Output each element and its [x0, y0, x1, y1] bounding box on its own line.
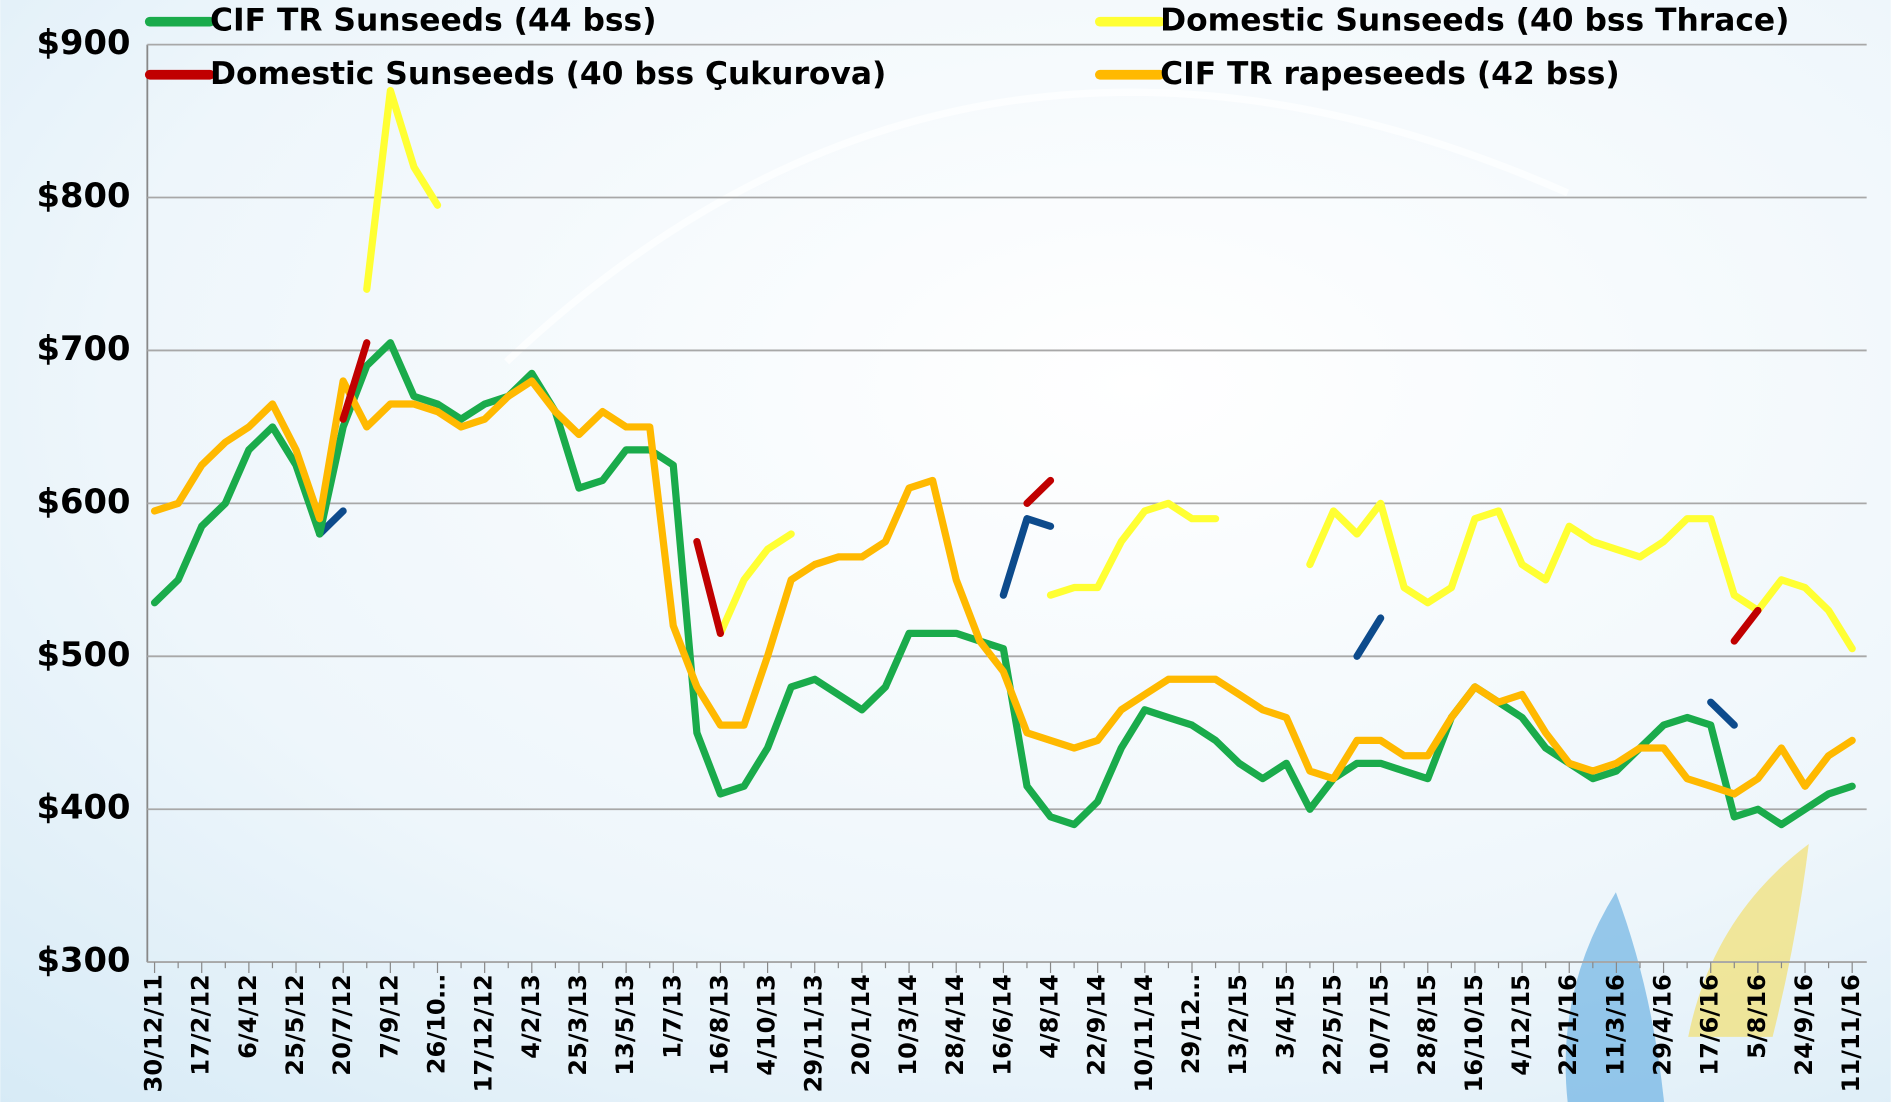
x-tick-label: 1/7/13: [658, 974, 686, 1059]
decoration: [1688, 843, 1809, 1037]
y-tick-label: $700: [37, 329, 131, 368]
x-tick-label: 4/2/13: [517, 974, 545, 1059]
x-tick-label: 28/4/14: [941, 974, 969, 1075]
x-tick-label: 22/1/16: [1554, 974, 1582, 1075]
x-tick-label: 11/11/16: [1837, 974, 1865, 1092]
x-tick-label: 13/2/15: [1224, 974, 1252, 1075]
x-tick-label: 13/5/13: [611, 974, 639, 1075]
x-tick-label: 29/11/13: [800, 974, 828, 1092]
x-tick-label: 10/11/14: [1130, 974, 1158, 1092]
series-line: [150, 377, 1856, 798]
y-tick-label: $900: [37, 23, 131, 62]
x-tick-label: 10/3/14: [894, 974, 922, 1075]
y-tick-label: $500: [37, 635, 131, 674]
x-tick-label: 29/4/16: [1649, 974, 1677, 1075]
legend-label: Domestic Sunseeds (40 bss Çukurova): [210, 56, 886, 92]
x-tick-label: 16/8/13: [705, 974, 733, 1075]
x-tick-label: 4/8/14: [1036, 974, 1064, 1059]
x-tick-label: 26/10…: [423, 974, 451, 1074]
series-line: [339, 339, 1762, 645]
x-tick-label: 17/6/16: [1696, 974, 1724, 1075]
x-tick-label: 17/2/12: [187, 974, 215, 1075]
x-tick-label: 10/7/15: [1366, 974, 1394, 1075]
x-tick-label: 29/12…: [1177, 974, 1205, 1074]
decoration: [1565, 892, 1665, 1102]
y-tick-label: $600: [37, 482, 131, 521]
x-tick-label: 20/1/14: [847, 974, 875, 1075]
decoration: [504, 88, 1570, 365]
x-tick-label: 22/5/15: [1318, 974, 1346, 1075]
x-tick-label: 16/10/15: [1460, 974, 1488, 1092]
x-tick-label: 20/7/12: [328, 974, 356, 1075]
x-tick-label: 16/6/14: [988, 974, 1016, 1075]
legend-label: CIF TR rapeseeds (42 bss): [1160, 56, 1620, 92]
x-tick-label: 3/4/15: [1271, 974, 1299, 1059]
x-tick-label: 17/12/12: [470, 974, 498, 1092]
x-tick-label: 25/3/13: [564, 974, 592, 1075]
x-tick-label: 5/8/16: [1743, 974, 1771, 1059]
x-tick-label: 6/4/12: [234, 974, 262, 1059]
x-tick-label: 7/9/12: [375, 974, 403, 1059]
x-tick-label: 4/10/13: [753, 974, 781, 1075]
series-line: [363, 86, 1856, 653]
x-tick-label: 22/9/14: [1083, 974, 1111, 1075]
x-tick-label: 25/5/12: [281, 974, 309, 1075]
series-line: [316, 507, 1738, 729]
x-tick-label: 24/9/16: [1790, 974, 1818, 1075]
x-tick-label: 4/12/15: [1507, 974, 1535, 1075]
x-tick-label: 30/12/11: [140, 974, 168, 1092]
x-tick-label: 28/8/15: [1413, 974, 1441, 1075]
legend-label: CIF TR Sunseeds (44 bss): [210, 3, 657, 39]
x-tick-label: 11/3/16: [1601, 974, 1629, 1075]
y-tick-label: $800: [37, 176, 131, 215]
y-tick-label: $300: [37, 941, 131, 980]
y-tick-label: $400: [37, 788, 131, 827]
legend-label: Domestic Sunseeds (40 bss Thrace): [1160, 3, 1789, 39]
